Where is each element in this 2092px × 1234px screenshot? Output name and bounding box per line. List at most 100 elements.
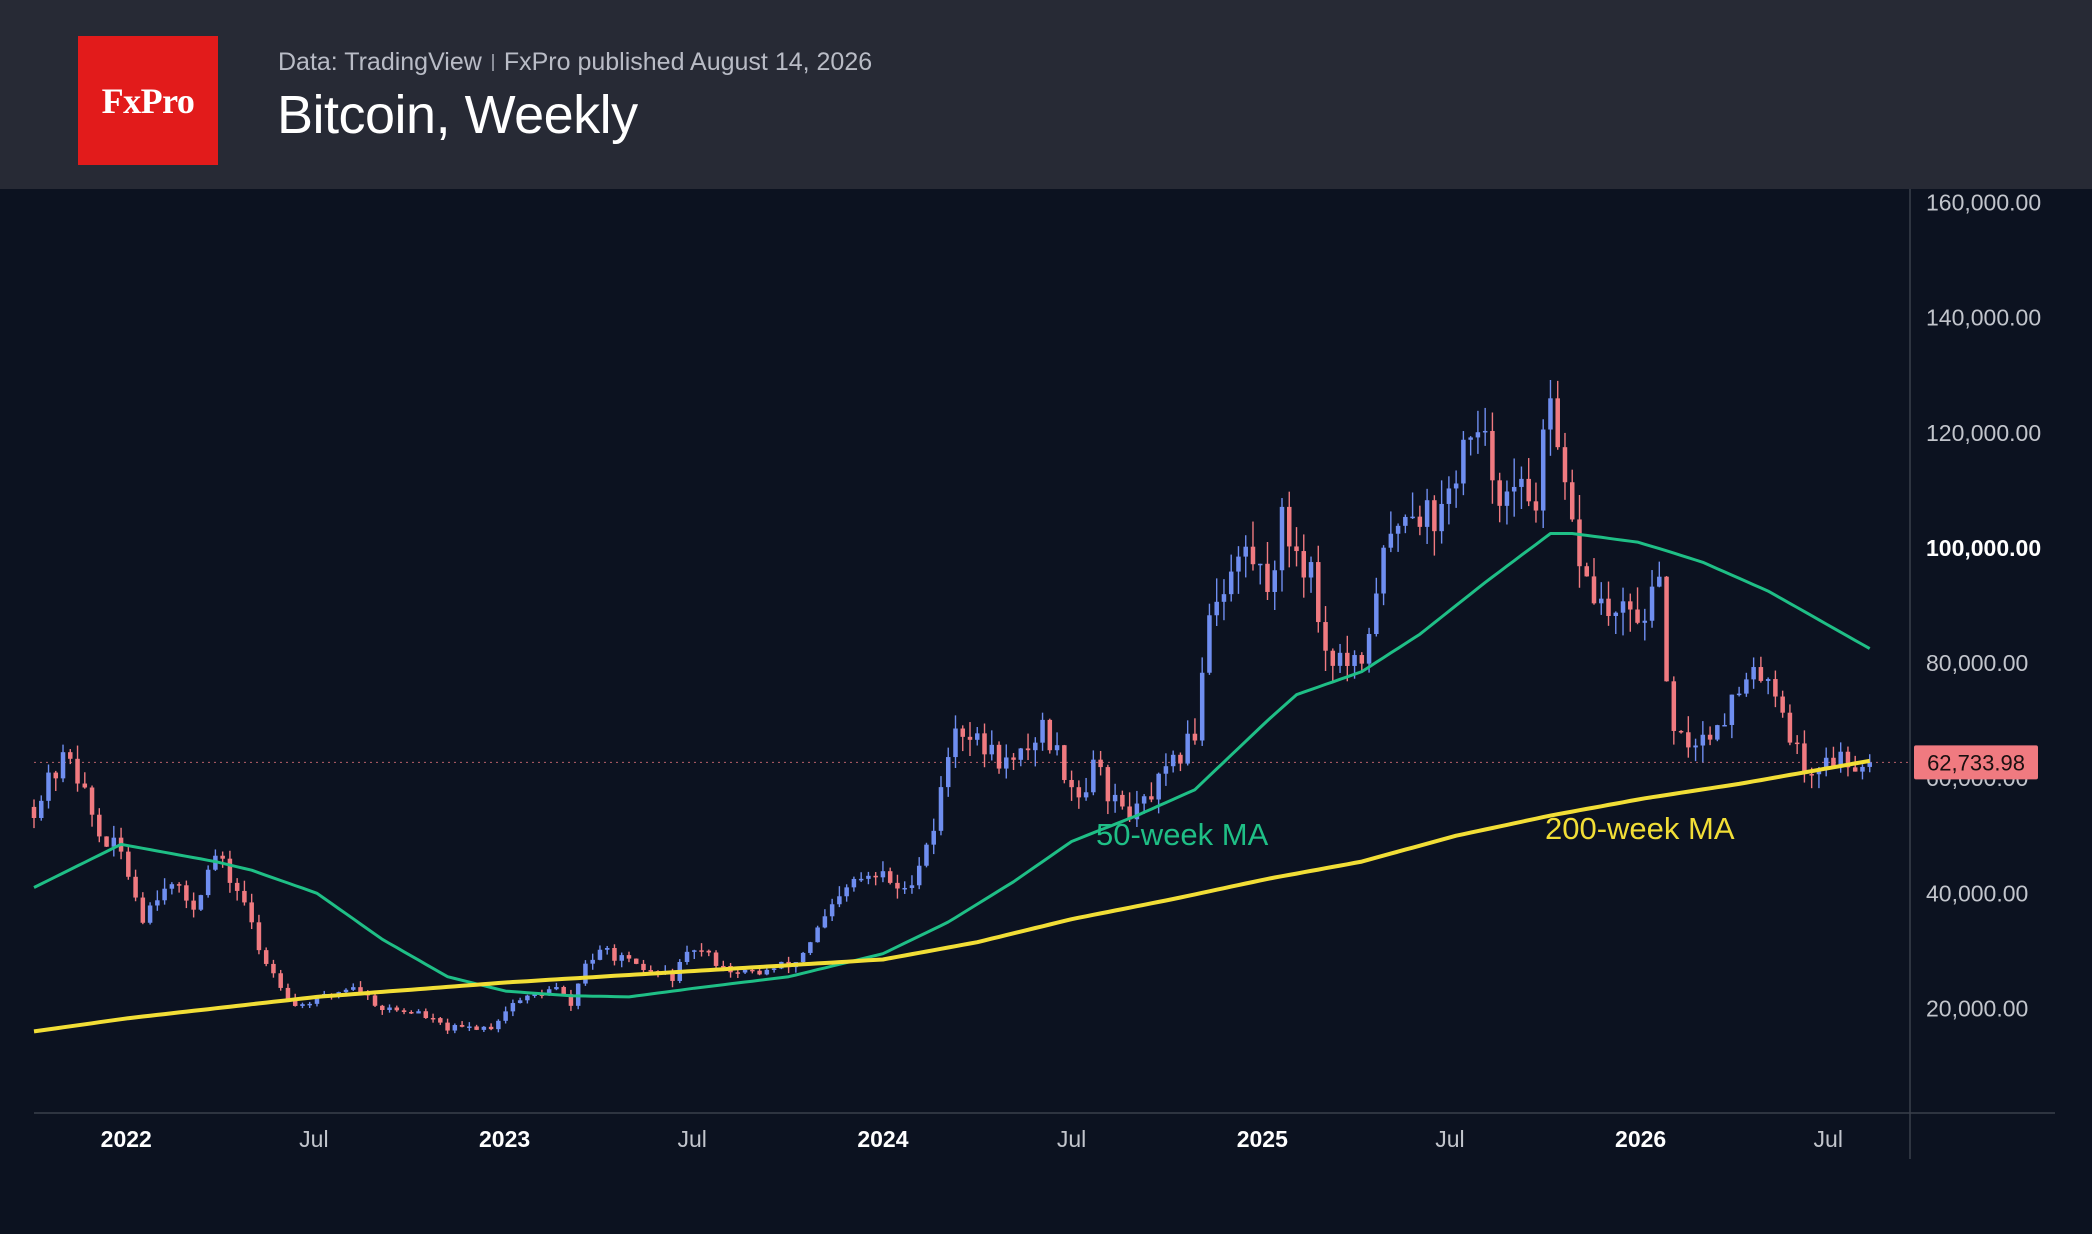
candle: [1250, 521, 1256, 571]
candle: [684, 945, 690, 965]
candle-body: [1301, 551, 1307, 578]
candle: [612, 944, 617, 966]
candle: [394, 1005, 400, 1012]
axes-layer: 20,000.0040,000.0060,000.0080,000.00100,…: [34, 189, 2055, 1159]
candle-body: [205, 869, 211, 896]
moving-averages-layer: 50-week MA 200-week MA: [33, 532, 1871, 1034]
candle-body: [1243, 546, 1248, 557]
candle-body: [510, 1003, 516, 1012]
candle-body: [699, 950, 704, 952]
candle-body: [742, 969, 748, 973]
candle: [198, 894, 204, 911]
candle: [1091, 750, 1096, 796]
candle-body: [97, 814, 102, 837]
candle-body: [1765, 679, 1771, 681]
candle: [1700, 721, 1706, 763]
candle: [568, 989, 574, 1011]
y-tick-label: 160,000.00: [1926, 190, 2041, 216]
candle-body: [1178, 754, 1183, 764]
candle-body: [517, 1000, 523, 1004]
candle-body: [1584, 566, 1589, 577]
candle: [1185, 720, 1190, 766]
candle: [126, 847, 131, 880]
candle-body: [169, 884, 175, 889]
candle-body: [1439, 503, 1444, 532]
candle-body: [1316, 562, 1321, 623]
candle: [1671, 676, 1677, 745]
candle-body: [1410, 516, 1415, 519]
candle: [931, 818, 936, 855]
candle-body: [227, 858, 233, 883]
candle: [851, 876, 857, 892]
candle: [191, 892, 196, 918]
candles-layer: [31, 379, 1872, 1034]
candle: [1004, 744, 1009, 779]
candle: [597, 945, 603, 961]
candle-body: [1707, 734, 1713, 740]
candle-body: [938, 787, 944, 831]
x-tick-label: Jul: [1435, 1126, 1464, 1152]
candle: [1584, 562, 1589, 577]
candle: [234, 878, 240, 901]
ma50-label: 50-week MA: [1096, 817, 1269, 852]
candle: [278, 969, 283, 991]
candle: [1228, 554, 1234, 602]
candle: [1257, 563, 1263, 585]
candle-body: [1562, 447, 1568, 483]
candle: [1236, 546, 1241, 594]
candle: [583, 960, 588, 986]
candle-body: [1076, 787, 1082, 798]
candle-body: [1192, 733, 1198, 741]
candle-body: [1831, 757, 1836, 767]
candle-body: [822, 916, 828, 928]
candle-body: [452, 1025, 458, 1031]
candle: [1170, 750, 1176, 773]
candle: [822, 909, 828, 929]
candle-body: [1526, 478, 1531, 502]
candle: [1613, 611, 1619, 634]
candle-body: [1272, 570, 1277, 592]
candle-body: [539, 994, 545, 996]
candle-body: [1461, 439, 1466, 484]
candle: [938, 776, 944, 836]
candle: [452, 1023, 458, 1034]
candle-body: [1715, 725, 1720, 740]
candle-body: [1722, 724, 1727, 727]
candle: [1794, 735, 1800, 755]
candle-body: [619, 955, 624, 961]
candle-body: [488, 1026, 494, 1030]
candle: [1446, 476, 1452, 525]
candle-body: [82, 783, 88, 788]
candle-body: [1199, 672, 1205, 741]
candle: [1860, 764, 1865, 780]
candle: [1047, 718, 1053, 754]
candle-body: [1504, 491, 1510, 506]
candle-body: [133, 876, 138, 898]
candle: [1040, 712, 1045, 751]
candle-body: [307, 1003, 312, 1006]
candle: [1461, 431, 1466, 496]
candle: [1366, 627, 1372, 673]
candle-body: [1773, 679, 1778, 697]
candle-body: [1149, 796, 1154, 800]
candle-body: [1591, 576, 1597, 604]
candle: [1381, 545, 1386, 606]
candle: [503, 1006, 508, 1024]
candle: [474, 1024, 479, 1031]
candle: [31, 799, 37, 829]
candle-body: [1265, 563, 1270, 592]
candle: [764, 967, 770, 976]
candle: [1642, 608, 1648, 641]
candle: [300, 1002, 305, 1009]
candle-body: [1069, 779, 1074, 788]
candle: [1548, 379, 1553, 456]
candle-body: [1417, 516, 1423, 527]
candle: [706, 949, 712, 957]
candle: [1403, 514, 1408, 534]
candle-body: [561, 987, 566, 995]
candle: [1025, 733, 1031, 761]
candle-body: [300, 1004, 305, 1006]
candle: [699, 943, 704, 957]
candle: [1722, 713, 1727, 727]
candle: [1199, 657, 1205, 746]
